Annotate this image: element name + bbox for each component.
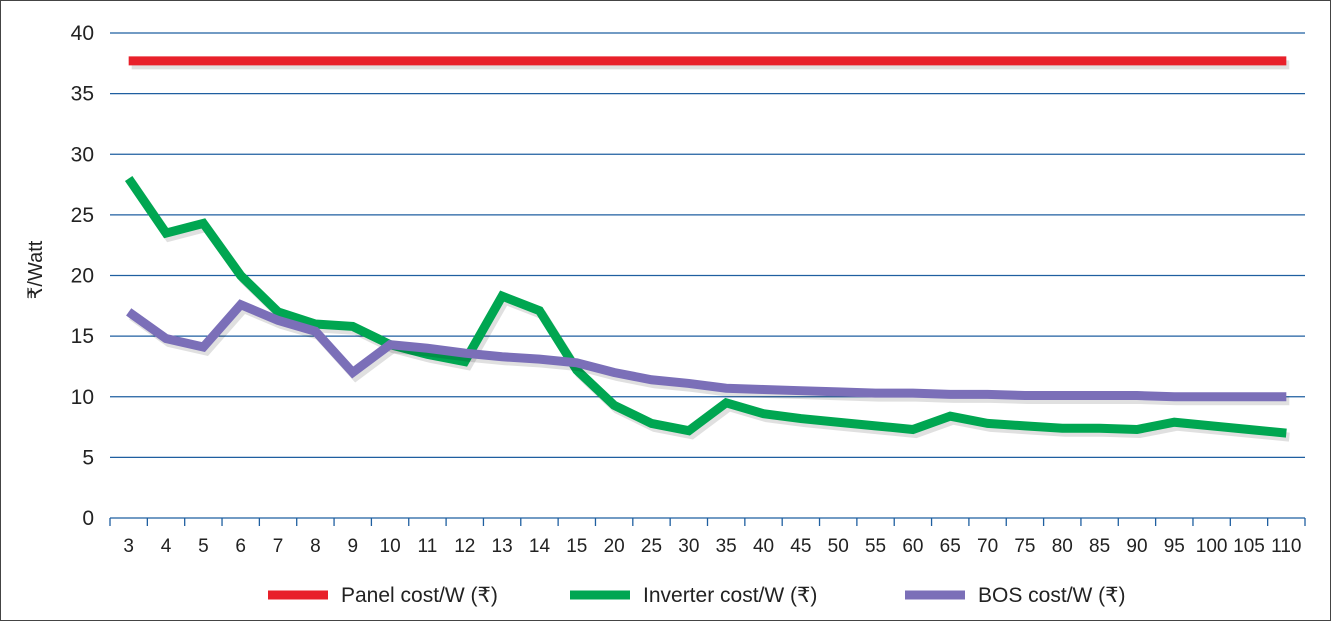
y-axis-label: ₹/Watt <box>25 240 47 299</box>
series-line-3 <box>126 299 1287 402</box>
y-tick-label: 30 <box>71 143 94 166</box>
x-tick-label: 10 <box>380 536 401 557</box>
x-tick-label: 75 <box>1014 536 1035 557</box>
x-tick-label: 9 <box>347 536 358 557</box>
y-tick-label: 10 <box>71 386 94 409</box>
x-tick-label: 20 <box>604 536 625 557</box>
x-tick-label: 12 <box>454 536 475 557</box>
x-tick-label: 60 <box>902 536 923 557</box>
x-tick-label: 35 <box>716 536 737 557</box>
x-tick-label: 40 <box>753 536 774 557</box>
x-tick-label: 14 <box>529 536 551 557</box>
y-tick-label: 5 <box>82 446 94 469</box>
x-tick-label: 30 <box>678 536 699 557</box>
x-tick-label: 45 <box>790 536 811 557</box>
x-tick-label: 6 <box>235 536 246 557</box>
x-tick-label: 80 <box>1052 536 1073 557</box>
x-tick-label: 50 <box>828 536 849 557</box>
x-tick-label: 8 <box>310 536 321 557</box>
y-tick-label: 40 <box>71 22 94 45</box>
x-tick-label: 13 <box>492 536 513 557</box>
x-tick-label: 100 <box>1196 536 1228 557</box>
x-tick-label: 85 <box>1089 536 1110 557</box>
y-tick-label: 20 <box>71 265 94 288</box>
y-tick-label: 25 <box>71 204 94 227</box>
x-tick-label: 105 <box>1233 536 1265 557</box>
x-tick-label: 5 <box>198 536 209 557</box>
series-line-2 <box>124 175 1287 438</box>
x-tick-label: 110 <box>1271 536 1301 557</box>
x-tick-label: 95 <box>1164 536 1185 557</box>
x-tick-label: 65 <box>940 536 961 557</box>
x-tick-label: 55 <box>865 536 886 557</box>
x-tick-label: 15 <box>566 536 587 557</box>
x-tick-label: 3 <box>123 536 134 557</box>
y-tick-label: 0 <box>82 507 94 530</box>
x-tick-label: 7 <box>273 536 284 557</box>
x-tick-label: 70 <box>977 536 998 557</box>
y-tick-label: 15 <box>71 325 94 348</box>
x-tick-label: 4 <box>161 536 172 557</box>
x-tick-label: 11 <box>418 536 438 557</box>
legend-label: BOS cost/W (₹) <box>978 584 1126 607</box>
x-tick-label: 25 <box>641 536 662 557</box>
legend-label: Panel cost/W (₹) <box>341 584 498 607</box>
y-tick-label: 35 <box>71 83 94 106</box>
legend-label: Inverter cost/W (₹) <box>643 584 817 607</box>
x-tick-label: 90 <box>1126 536 1147 557</box>
